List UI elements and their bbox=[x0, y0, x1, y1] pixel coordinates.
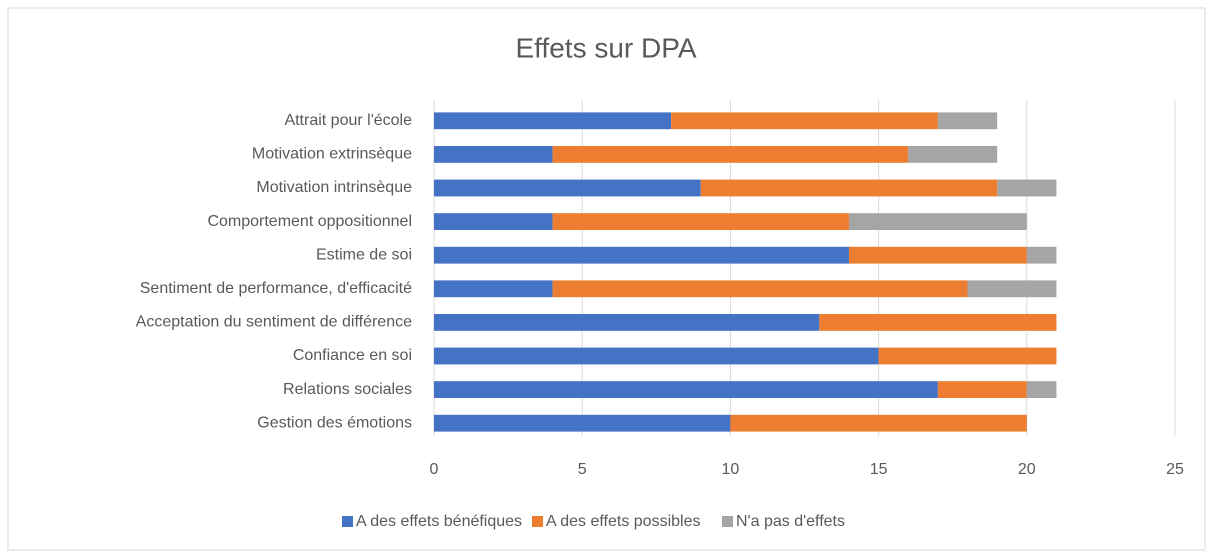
x-tick-label: 15 bbox=[870, 461, 888, 478]
legend-label: A des effets bénéfiques bbox=[356, 513, 522, 530]
bar-segment bbox=[434, 280, 553, 298]
bar-segment bbox=[434, 246, 849, 264]
bar-segment bbox=[937, 112, 998, 130]
x-tick-label: 20 bbox=[1018, 461, 1036, 478]
bar-segment bbox=[552, 213, 849, 230]
bar-segment bbox=[848, 213, 1027, 230]
bar-segment bbox=[908, 146, 998, 163]
y-tick-label: Gestion des émotions bbox=[257, 414, 412, 431]
bar-segment bbox=[434, 213, 553, 230]
y-tick-label: Estime de soi bbox=[316, 246, 412, 263]
bar-segment bbox=[552, 146, 909, 163]
legend-label: A des effets possibles bbox=[546, 513, 700, 530]
chart-border bbox=[7, 7, 1206, 551]
y-tick-label: Comportement oppositionnel bbox=[207, 213, 412, 230]
legend-swatch bbox=[342, 516, 353, 527]
bar-segment bbox=[730, 414, 1027, 432]
bar-segment bbox=[700, 179, 998, 197]
legend-label: N'a pas d'effets bbox=[736, 513, 845, 530]
bar-segment bbox=[434, 381, 938, 398]
bar-segment bbox=[552, 280, 968, 298]
bar-segment bbox=[937, 381, 1027, 398]
legend-swatch bbox=[532, 516, 543, 527]
bar-segment bbox=[819, 314, 1057, 331]
bar-segment bbox=[434, 314, 820, 331]
x-tick-label: 25 bbox=[1166, 461, 1184, 478]
bar-segment bbox=[434, 112, 672, 130]
y-tick-label: Attrait pour l'école bbox=[284, 112, 412, 129]
bar-segment bbox=[848, 246, 1027, 264]
y-tick-label: Sentiment de performance, d'efficacité bbox=[140, 280, 412, 297]
bar-segment bbox=[434, 414, 731, 432]
bar-segment bbox=[878, 347, 1057, 365]
y-tick-label: Motivation intrinsèque bbox=[256, 179, 412, 196]
y-tick-label: Acceptation du sentiment de différence bbox=[136, 314, 412, 331]
chart-title: Effets sur DPA bbox=[515, 32, 696, 63]
bar-segment bbox=[997, 179, 1057, 197]
bar-segment bbox=[671, 112, 938, 130]
bar-segment bbox=[434, 347, 879, 365]
bar-segment bbox=[1026, 381, 1057, 398]
y-tick-label: Confiance en soi bbox=[293, 347, 412, 364]
bar-segment bbox=[434, 179, 701, 197]
x-tick-label: 0 bbox=[430, 461, 439, 478]
y-tick-label: Relations sociales bbox=[283, 381, 412, 398]
bar-segment bbox=[1026, 246, 1057, 264]
bar-segment bbox=[967, 280, 1057, 298]
bar-segment bbox=[434, 146, 553, 163]
legend-swatch bbox=[722, 516, 733, 527]
x-tick-label: 5 bbox=[578, 461, 587, 478]
x-tick-label: 10 bbox=[722, 461, 740, 478]
y-tick-label: Motivation extrinsèque bbox=[252, 146, 412, 163]
